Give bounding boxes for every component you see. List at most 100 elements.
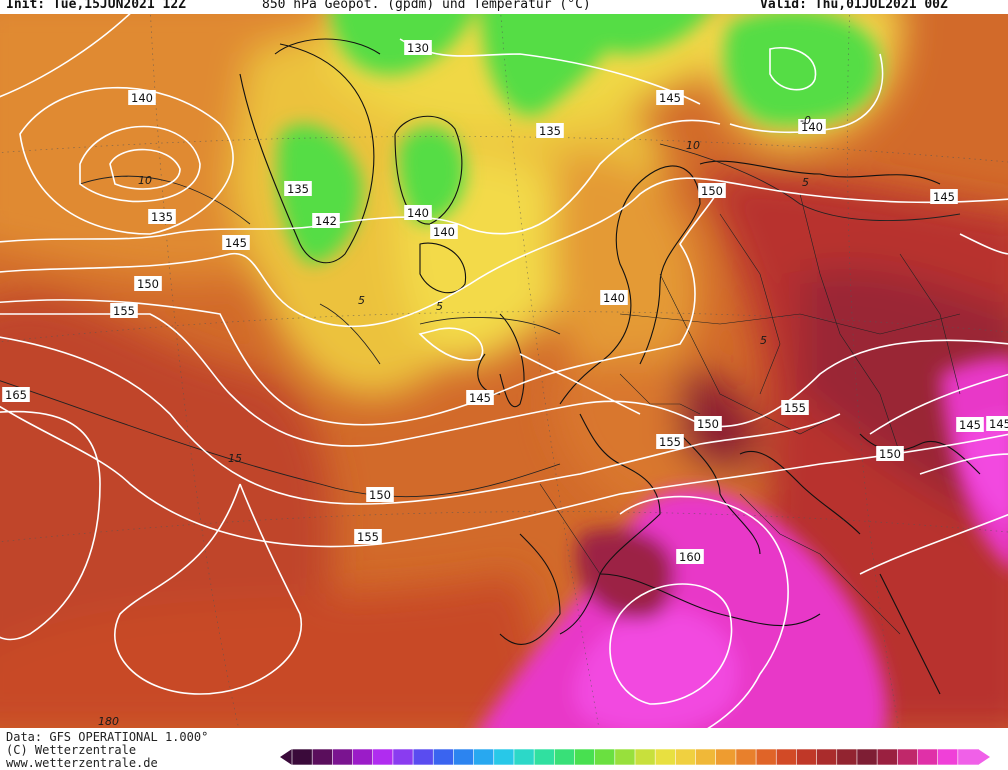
colorbar-swatch xyxy=(695,749,717,765)
contour-label: 150 xyxy=(698,183,726,198)
contour-label: 155 xyxy=(110,303,138,318)
color-scale-bar xyxy=(280,749,990,765)
colorbar-swatch xyxy=(594,749,616,765)
contour-value: 145 xyxy=(469,391,491,405)
contour-label: 145 xyxy=(466,390,494,405)
colorbar-swatch xyxy=(654,749,677,765)
colorbar-swatch xyxy=(453,749,475,765)
contour-label: 145 xyxy=(656,90,684,105)
colorbar-swatch xyxy=(412,749,435,765)
contour-label: 150 xyxy=(876,446,904,461)
colorbar-swatch xyxy=(917,749,939,765)
contour-label: 150 xyxy=(134,276,162,291)
contour-label: 142 xyxy=(312,213,340,228)
contour-value: 135 xyxy=(151,210,173,224)
contour-label: 135 xyxy=(148,209,176,224)
contour-value: 145 xyxy=(933,190,955,204)
contour-value: 140 xyxy=(433,225,455,239)
colorbar-swatch xyxy=(796,749,818,765)
isotherm-value: 5 xyxy=(802,176,809,189)
contour-value: 155 xyxy=(784,401,806,415)
colorbar-right-arrow xyxy=(978,749,990,765)
contour-value: 160 xyxy=(679,550,701,564)
colorbar-swatch xyxy=(836,749,858,765)
contour-label: 135 xyxy=(536,123,564,138)
colorbar-swatch xyxy=(513,749,535,765)
isotherm-value: -0 xyxy=(800,114,811,127)
isotherm-value: 5 xyxy=(760,334,767,347)
contour-value: 150 xyxy=(701,184,723,198)
colorbar-swatch xyxy=(876,749,899,765)
contour-label: 165 xyxy=(2,387,30,402)
init-time: Init: Tue,15JUN2021 12Z xyxy=(6,0,187,12)
contour-value: 135 xyxy=(539,124,561,138)
colorbar-swatch xyxy=(291,749,313,765)
colorbar-swatch xyxy=(332,749,354,765)
colorbar-swatch xyxy=(957,749,979,765)
isotherm-value: 10 xyxy=(138,174,152,187)
colorbar-swatch xyxy=(372,749,394,765)
contour-value: 140 xyxy=(407,206,429,220)
contour-value: 150 xyxy=(879,447,901,461)
colorbar-swatch xyxy=(614,749,636,765)
contour-label: 140 xyxy=(798,119,826,134)
colorbar-swatch xyxy=(493,749,515,765)
colorbar-swatch xyxy=(896,749,919,765)
contour-label: 140 xyxy=(404,205,432,220)
colorbar-swatch xyxy=(392,749,414,765)
data-source: Data: GFS OPERATIONAL 1.000° xyxy=(6,730,209,744)
weather-map: 130 135 135 135 140 140 140 140 140 145 145 145 145 1… xyxy=(0,14,1008,728)
contour-value: 140 xyxy=(131,91,153,105)
contour-label: 155 xyxy=(656,434,684,449)
isotherms xyxy=(0,143,961,498)
colorbar-swatch xyxy=(735,749,757,765)
contour-label: 150 xyxy=(366,487,394,502)
map-title: 850 hPa Geopot. (gpdm) und Temperatur (°… xyxy=(262,0,591,12)
colorbar-swatch xyxy=(473,749,495,765)
contour-label: 145 xyxy=(986,416,1008,431)
valid-time: Valid: Thu,01JUL2021 00Z xyxy=(760,0,948,12)
colorbar-swatch xyxy=(311,749,334,765)
contour-label: 140 xyxy=(430,224,458,239)
contour-value: 155 xyxy=(659,435,681,449)
contour-value: 135 xyxy=(287,182,309,196)
colorbar-swatch xyxy=(755,749,778,765)
map-header: Init: Tue,15JUN2021 12Z 850 hPa Geopot. … xyxy=(0,0,1008,14)
colorbar-swatch xyxy=(715,749,737,765)
isotherm-value: 15 xyxy=(228,452,242,465)
contour-value: 140 xyxy=(801,120,823,134)
contour-label: 145 xyxy=(930,189,958,204)
contour-value: 145 xyxy=(225,236,247,250)
contour-value: 142 xyxy=(315,214,337,228)
isotherm-value: 5 xyxy=(436,300,443,313)
contour-label: 130 xyxy=(404,40,432,55)
colorbar-swatch xyxy=(432,749,455,765)
colorbar-swatch xyxy=(675,749,697,765)
isotherm-value: 10 xyxy=(686,139,700,152)
colorbar-swatch xyxy=(352,749,374,765)
colorbar-swatch xyxy=(553,749,576,765)
contour-value: 150 xyxy=(369,488,391,502)
contour-value: 145 xyxy=(659,91,681,105)
contour-value: 145 xyxy=(989,417,1008,431)
graticule xyxy=(0,14,1008,728)
colorbar-swatch xyxy=(574,749,596,765)
contour-value: 140 xyxy=(603,291,625,305)
colorbar-swatch xyxy=(816,749,838,765)
map-footer: Data: GFS OPERATIONAL 1.000° (C) Wetterz… xyxy=(0,728,1008,770)
colorbar-swatch xyxy=(634,749,656,765)
contour-label: 140 xyxy=(128,90,156,105)
website: www.wetterzentrale.de xyxy=(6,756,158,770)
isotherm-value: 5 xyxy=(358,294,365,307)
contour-value: 165 xyxy=(5,388,27,402)
colorbar-left-arrow xyxy=(280,749,292,765)
contour-label: 155 xyxy=(354,529,382,544)
contour-value: 150 xyxy=(697,417,719,431)
contour-value: 155 xyxy=(357,530,379,544)
contour-label: 150 xyxy=(694,416,722,431)
contour-labels: 130 135 135 135 140 140 140 140 140 145 145 145 145 1… xyxy=(2,40,1008,564)
isotherm-value: 180 xyxy=(98,715,119,728)
temperature-field xyxy=(0,14,1008,728)
contour-label: 155 xyxy=(781,400,809,415)
contour-label: 145 xyxy=(222,235,250,250)
